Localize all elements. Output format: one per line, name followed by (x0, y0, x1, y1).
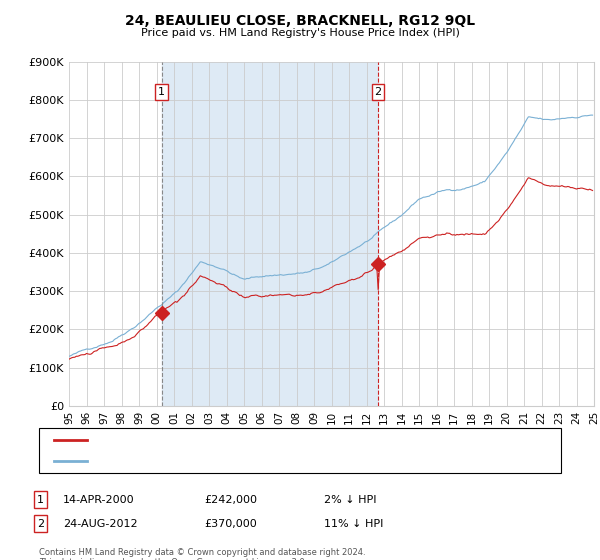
Text: 1: 1 (37, 494, 44, 505)
Text: 11% ↓ HPI: 11% ↓ HPI (324, 519, 383, 529)
Text: Contains HM Land Registry data © Crown copyright and database right 2024.
This d: Contains HM Land Registry data © Crown c… (39, 548, 365, 560)
Text: 2: 2 (37, 519, 44, 529)
Text: Price paid vs. HM Land Registry's House Price Index (HPI): Price paid vs. HM Land Registry's House … (140, 28, 460, 38)
Text: HPI: Average price, detached house, Bracknell Forest: HPI: Average price, detached house, Brac… (96, 456, 355, 466)
Text: 24, BEAULIEU CLOSE, BRACKNELL, RG12 9QL: 24, BEAULIEU CLOSE, BRACKNELL, RG12 9QL (125, 14, 475, 28)
Text: 1: 1 (158, 87, 165, 97)
Text: 2: 2 (374, 87, 382, 97)
Text: 14-APR-2000: 14-APR-2000 (63, 494, 134, 505)
Text: 24, BEAULIEU CLOSE, BRACKNELL, RG12 9QL (detached house): 24, BEAULIEU CLOSE, BRACKNELL, RG12 9QL … (96, 436, 406, 446)
Text: 2% ↓ HPI: 2% ↓ HPI (324, 494, 377, 505)
Text: £370,000: £370,000 (204, 519, 257, 529)
Text: £242,000: £242,000 (204, 494, 257, 505)
Bar (161, 62, 378, 406)
Text: 24-AUG-2012: 24-AUG-2012 (63, 519, 137, 529)
